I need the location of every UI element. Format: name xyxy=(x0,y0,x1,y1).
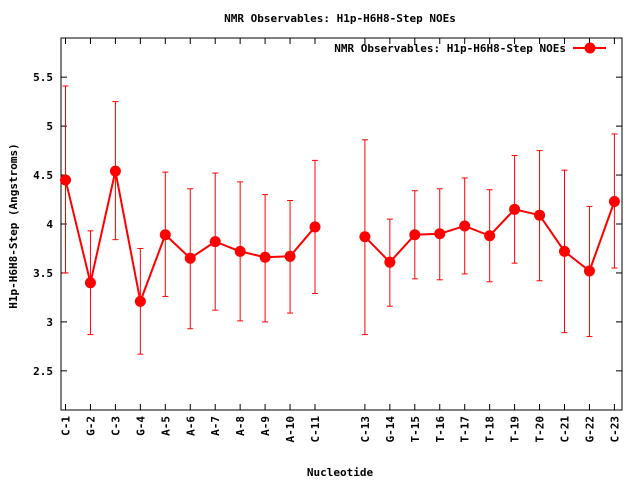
data-point xyxy=(84,277,96,289)
x-tick-label: C-11 xyxy=(309,416,322,443)
series-line-segment xyxy=(364,236,391,263)
x-tick-label: C-3 xyxy=(109,416,122,436)
x-tick-label: T-17 xyxy=(459,416,472,443)
data-point xyxy=(608,195,620,207)
data-point xyxy=(484,230,496,242)
y-tick-label: 3 xyxy=(46,316,53,329)
plot-frame xyxy=(60,37,623,411)
series-line-segment xyxy=(289,226,316,257)
x-tick-label: G-2 xyxy=(84,416,97,436)
x-tick-label: T-16 xyxy=(434,416,447,443)
series-line-segment xyxy=(89,170,117,283)
x-tick-label: C-13 xyxy=(359,416,372,443)
series-line-segment xyxy=(588,201,616,272)
data-point xyxy=(534,209,546,221)
data-point xyxy=(259,251,271,263)
legend-marker xyxy=(584,42,596,54)
x-tick-label: G-14 xyxy=(384,416,397,443)
data-point xyxy=(434,228,446,240)
series-line-segment xyxy=(164,234,191,259)
x-tick-label: T-20 xyxy=(534,416,547,443)
y-tick-label: 4.5 xyxy=(33,169,53,182)
series-line-segment xyxy=(139,234,167,302)
x-tick-label: A-5 xyxy=(159,416,172,436)
x-tick-label: A-10 xyxy=(284,416,297,443)
data-point xyxy=(559,245,570,257)
x-tick-label: C-1 xyxy=(60,416,73,436)
data-point xyxy=(309,221,321,233)
x-tick-label: A-8 xyxy=(234,416,247,436)
x-tick-label: T-19 xyxy=(509,416,522,443)
data-point xyxy=(359,231,371,243)
data-point xyxy=(583,265,595,277)
x-tick-label: C-23 xyxy=(608,416,621,443)
y-axis: 2.5 3 3.5 4 4.5 5 5.5 xyxy=(33,71,622,378)
data-point xyxy=(409,229,421,241)
x-tick-label: A-9 xyxy=(259,416,272,436)
x-tick-label: C-21 xyxy=(559,416,572,443)
series-group xyxy=(60,85,620,355)
data-point xyxy=(159,229,171,241)
legend-label: NMR Observables: H1p-H6H8-Step NOEs xyxy=(334,42,566,55)
series-line-segment xyxy=(538,214,566,252)
chart-title: NMR Observables: H1p-H6H8-Step NOEs xyxy=(224,12,456,25)
x-tick-label: T-15 xyxy=(409,416,422,443)
x-tick-label: G-4 xyxy=(134,416,147,436)
y-tick-label: 3.5 xyxy=(33,267,53,280)
data-point xyxy=(134,295,146,307)
x-tick-label: T-18 xyxy=(484,416,497,443)
data-point xyxy=(109,165,121,177)
data-point xyxy=(60,174,71,186)
legend: NMR Observables: H1p-H6H8-Step NOEs xyxy=(334,42,606,55)
data-point xyxy=(209,236,221,248)
y-tick-label: 2.5 xyxy=(33,365,53,378)
y-tick-label: 5 xyxy=(46,120,53,133)
data-point xyxy=(184,252,196,264)
x-tick-label: A-6 xyxy=(184,416,197,436)
series-line-segment xyxy=(488,208,516,237)
series-line-segment xyxy=(114,170,142,302)
x-tick-label: A-7 xyxy=(209,416,222,436)
data-point xyxy=(459,220,471,232)
x-tick-label: G-22 xyxy=(583,416,596,443)
x-axis-label: Nucleotide xyxy=(307,466,374,479)
series-line-segment xyxy=(389,234,416,263)
x-axis: C-1 G-2 C-3 G-4 A-5 A-6 A-7 A-8 A-9 A-10 C-11 C-13 G… xyxy=(60,38,621,443)
y-axis-label: H1p-H6H8-Step (Angstroms) xyxy=(7,143,20,309)
data-point xyxy=(384,256,396,268)
y-tick-label: 5.5 xyxy=(33,71,53,84)
data-point xyxy=(234,245,246,257)
data-point xyxy=(284,250,296,262)
y-tick-label: 4 xyxy=(46,218,53,231)
data-point xyxy=(509,203,521,215)
series-line-segment xyxy=(64,179,92,283)
